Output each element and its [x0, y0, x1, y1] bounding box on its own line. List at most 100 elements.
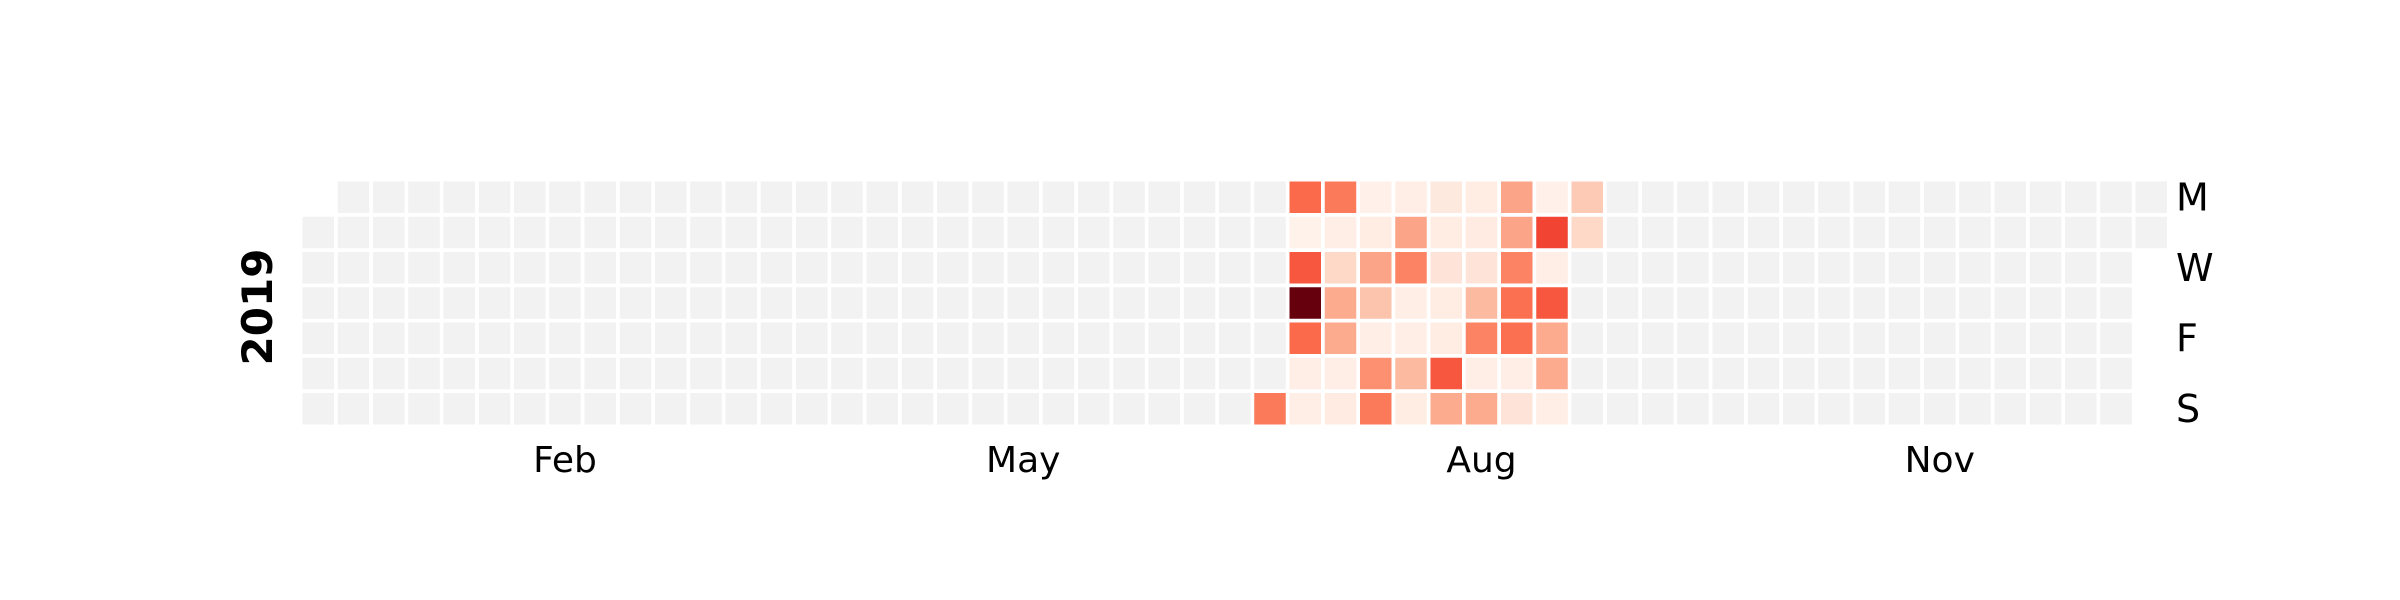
day-cell	[831, 252, 863, 284]
day-cell	[478, 181, 511, 213]
day-cell	[478, 216, 511, 249]
day-cell	[1783, 393, 1815, 425]
day-cell	[1113, 357, 1145, 390]
day-cell	[1606, 322, 1639, 354]
day-cell	[1818, 216, 1850, 249]
day-cell	[1042, 252, 1075, 284]
day-cell	[1219, 252, 1251, 284]
day-cell	[831, 322, 863, 354]
day-cell	[1924, 322, 1956, 354]
day-cell	[2135, 181, 2167, 213]
day-cell	[725, 287, 757, 319]
day-cell	[302, 252, 334, 284]
day-cell	[337, 252, 370, 284]
day-cell	[619, 181, 652, 213]
day-cell	[1219, 181, 1251, 213]
day-cell	[1853, 181, 1885, 213]
day-cell	[1289, 181, 1321, 213]
day-cell	[760, 393, 793, 425]
day-cell	[2029, 322, 2062, 354]
day-cell	[1430, 181, 1462, 213]
day-cell	[1747, 181, 1780, 213]
day-cell	[1148, 181, 1180, 213]
day-cell	[1395, 393, 1427, 425]
day-cell	[796, 357, 828, 390]
day-cell	[1360, 322, 1392, 354]
day-cell	[901, 393, 934, 425]
day-cell	[408, 322, 440, 354]
day-cell	[1959, 181, 1991, 213]
day-cell	[796, 252, 828, 284]
day-cell	[831, 357, 863, 390]
day-cell	[1042, 287, 1075, 319]
day-cell	[937, 322, 969, 354]
day-cell	[1430, 357, 1462, 390]
year-label: 2019	[233, 249, 282, 366]
day-cell	[1113, 181, 1145, 213]
day-cell	[1642, 393, 1674, 425]
day-cell	[1430, 287, 1462, 319]
month-label: Nov	[1905, 440, 1975, 481]
day-cell	[1254, 287, 1286, 319]
day-cell	[1853, 252, 1885, 284]
day-cell	[831, 393, 863, 425]
day-cell	[690, 181, 722, 213]
day-cell	[1571, 357, 1603, 390]
day-cell	[1536, 287, 1568, 319]
day-cell	[1183, 216, 1216, 249]
day-cell	[443, 252, 475, 284]
day-cell	[1959, 393, 1991, 425]
day-cell	[549, 357, 581, 390]
day-cell	[1924, 252, 1956, 284]
day-cell	[1324, 357, 1357, 390]
day-cell	[1254, 393, 1286, 425]
day-cell	[2029, 393, 2062, 425]
day-cell	[760, 216, 793, 249]
day-cell	[1571, 252, 1603, 284]
day-cell	[337, 393, 370, 425]
day-cell	[760, 252, 793, 284]
day-cell	[1501, 287, 1533, 319]
month-labels: Feb May Aug Nov	[533, 440, 1975, 481]
day-cell	[1606, 252, 1639, 284]
day-cell	[866, 393, 898, 425]
day-cell	[796, 181, 828, 213]
day-cell	[1042, 181, 1075, 213]
day-cell	[549, 322, 581, 354]
day-cell	[1148, 322, 1180, 354]
day-cell	[1430, 393, 1462, 425]
day-cell	[2065, 322, 2097, 354]
day-cell	[478, 357, 511, 390]
day-cell	[302, 357, 334, 390]
day-cell	[1078, 216, 1110, 249]
day-cell	[1430, 216, 1462, 249]
day-cell	[1078, 181, 1110, 213]
day-cell	[1642, 357, 1674, 390]
day-cell	[619, 357, 652, 390]
day-cell	[373, 181, 405, 213]
day-cell	[1465, 322, 1498, 354]
day-cell	[1360, 181, 1392, 213]
day-cell	[1747, 322, 1780, 354]
day-cell	[1571, 322, 1603, 354]
day-cell	[2065, 252, 2097, 284]
day-cell	[549, 181, 581, 213]
day-cell	[655, 252, 687, 284]
day-cell	[1501, 216, 1533, 249]
day-cell	[373, 216, 405, 249]
day-cell	[1747, 287, 1780, 319]
day-cell	[725, 216, 757, 249]
day-cell	[796, 216, 828, 249]
day-cell	[1395, 216, 1427, 249]
day-cell	[584, 393, 616, 425]
day-cell	[1642, 252, 1674, 284]
day-cell	[1818, 357, 1850, 390]
day-cell	[1113, 322, 1145, 354]
day-cell	[1501, 252, 1533, 284]
day-cell	[1783, 216, 1815, 249]
day-cell	[1501, 181, 1533, 213]
day-cell	[1148, 287, 1180, 319]
day-cell	[760, 287, 793, 319]
